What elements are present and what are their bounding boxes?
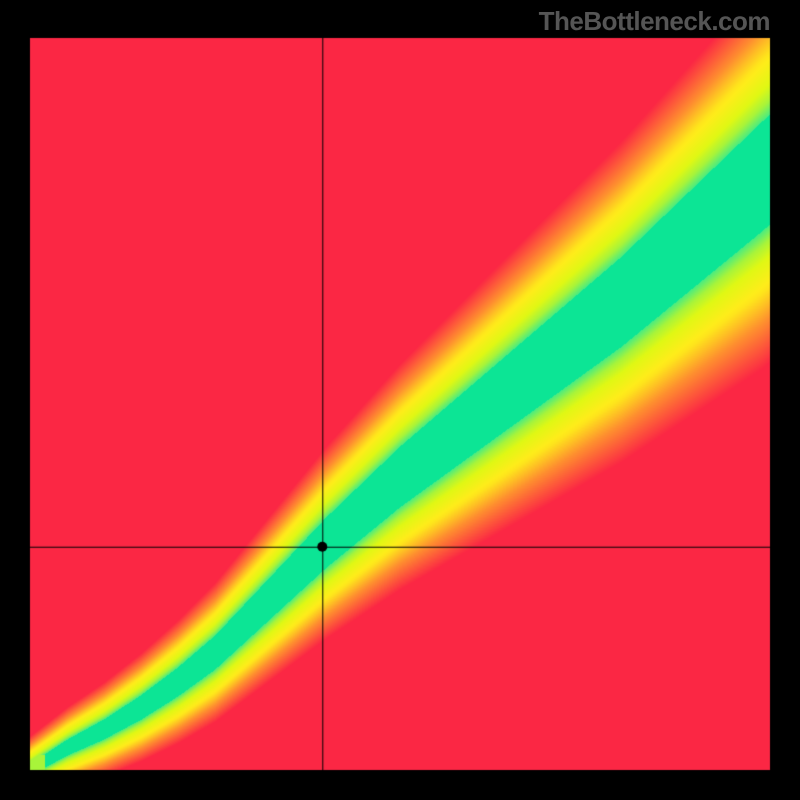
chart-container: { "watermark": { "text": "TheBottleneck.… [0, 0, 800, 800]
watermark-text: TheBottleneck.com [539, 6, 770, 37]
bottleneck-heatmap [0, 0, 800, 800]
